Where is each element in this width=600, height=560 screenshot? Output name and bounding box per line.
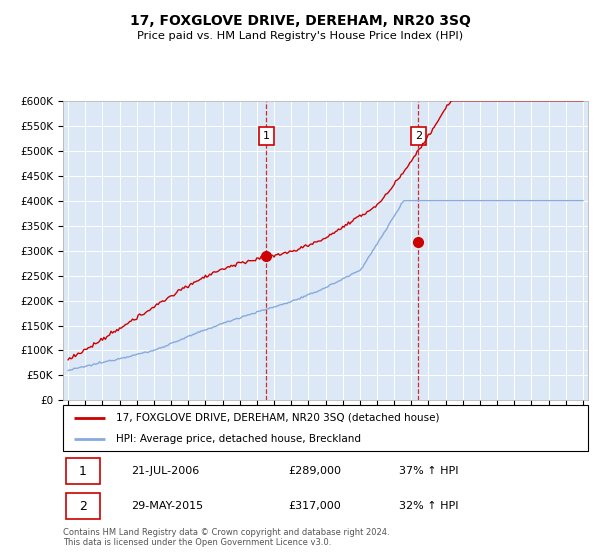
Text: £289,000: £289,000 bbox=[289, 466, 342, 476]
Text: 17, FOXGLOVE DRIVE, DEREHAM, NR20 3SQ (detached house): 17, FOXGLOVE DRIVE, DEREHAM, NR20 3SQ (d… bbox=[115, 413, 439, 423]
Text: £317,000: £317,000 bbox=[289, 501, 341, 511]
Text: 2: 2 bbox=[415, 130, 422, 141]
Text: 1: 1 bbox=[79, 465, 87, 478]
Bar bbox=[65, 458, 100, 484]
Text: Price paid vs. HM Land Registry's House Price Index (HPI): Price paid vs. HM Land Registry's House … bbox=[137, 31, 463, 41]
Text: 21-JUL-2006: 21-JUL-2006 bbox=[131, 466, 199, 476]
Text: 37% ↑ HPI: 37% ↑ HPI bbox=[399, 466, 458, 476]
Text: 1: 1 bbox=[263, 130, 270, 141]
Bar bbox=[65, 493, 100, 520]
Text: HPI: Average price, detached house, Breckland: HPI: Average price, detached house, Brec… bbox=[115, 435, 361, 444]
Text: 32% ↑ HPI: 32% ↑ HPI bbox=[399, 501, 458, 511]
Text: 17, FOXGLOVE DRIVE, DEREHAM, NR20 3SQ: 17, FOXGLOVE DRIVE, DEREHAM, NR20 3SQ bbox=[130, 14, 470, 28]
Text: 29-MAY-2015: 29-MAY-2015 bbox=[131, 501, 203, 511]
Text: Contains HM Land Registry data © Crown copyright and database right 2024.
This d: Contains HM Land Registry data © Crown c… bbox=[63, 528, 389, 547]
Text: 2: 2 bbox=[79, 500, 87, 512]
